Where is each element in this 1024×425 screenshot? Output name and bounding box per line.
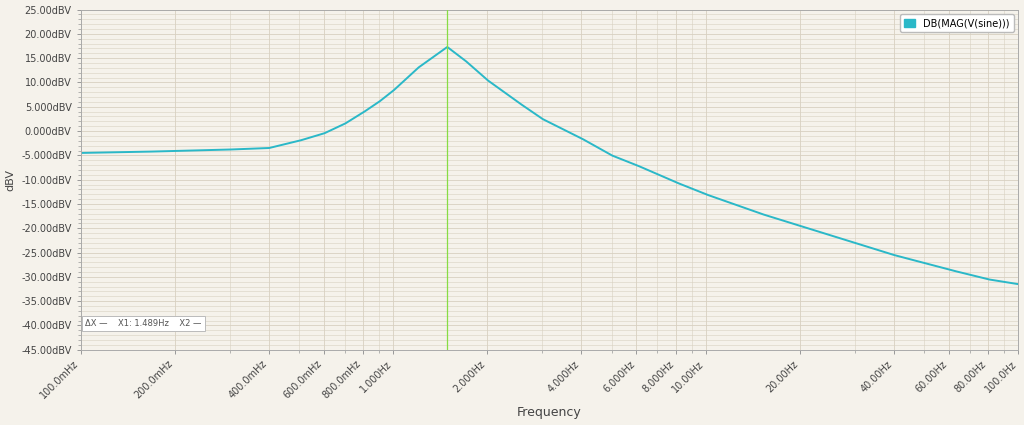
- Text: ΔX —    X1: 1.489Hz    X2 —: ΔX — X1: 1.489Hz X2 —: [85, 319, 202, 328]
- Y-axis label: dBV: dBV: [5, 169, 15, 191]
- Legend: DB(MAG(V(sine))): DB(MAG(V(sine))): [900, 14, 1014, 32]
- X-axis label: Frequency: Frequency: [517, 406, 582, 419]
